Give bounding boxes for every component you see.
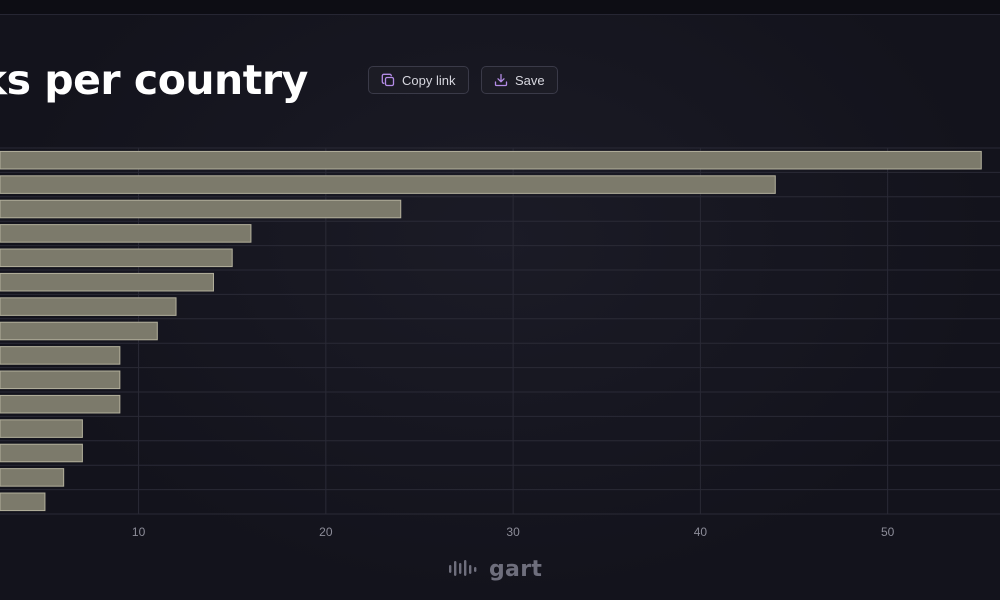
bar xyxy=(0,175,776,194)
copy-link-label: Copy link xyxy=(402,72,456,88)
top-strip xyxy=(0,0,1000,15)
copy-link-button[interactable]: Copy link xyxy=(368,66,469,94)
bar xyxy=(0,443,83,463)
save-button[interactable]: Save xyxy=(481,66,558,94)
x-tick-label: 40 xyxy=(694,525,708,539)
bar xyxy=(0,248,233,268)
bar xyxy=(0,468,65,487)
bar xyxy=(0,199,402,219)
x-tick-label: 20 xyxy=(319,525,333,539)
save-label: Save xyxy=(515,72,545,88)
bar xyxy=(0,394,121,414)
brand-name: gart xyxy=(489,557,543,582)
bar xyxy=(0,419,83,438)
x-tick-label: 10 xyxy=(132,525,146,539)
bar xyxy=(0,150,982,170)
page-title: cks per country xyxy=(0,56,308,104)
bar xyxy=(0,370,121,390)
bar xyxy=(0,297,177,316)
bar xyxy=(0,224,252,243)
copy-icon xyxy=(381,73,395,87)
bar xyxy=(0,492,46,512)
bar xyxy=(0,272,214,292)
download-icon xyxy=(494,73,508,87)
bar xyxy=(0,346,121,365)
x-tick-label: 50 xyxy=(881,525,895,539)
gart-logo: gart xyxy=(448,557,542,582)
x-tick-label: 30 xyxy=(506,525,520,539)
soundwave-icon xyxy=(448,558,482,582)
bar xyxy=(0,321,158,341)
